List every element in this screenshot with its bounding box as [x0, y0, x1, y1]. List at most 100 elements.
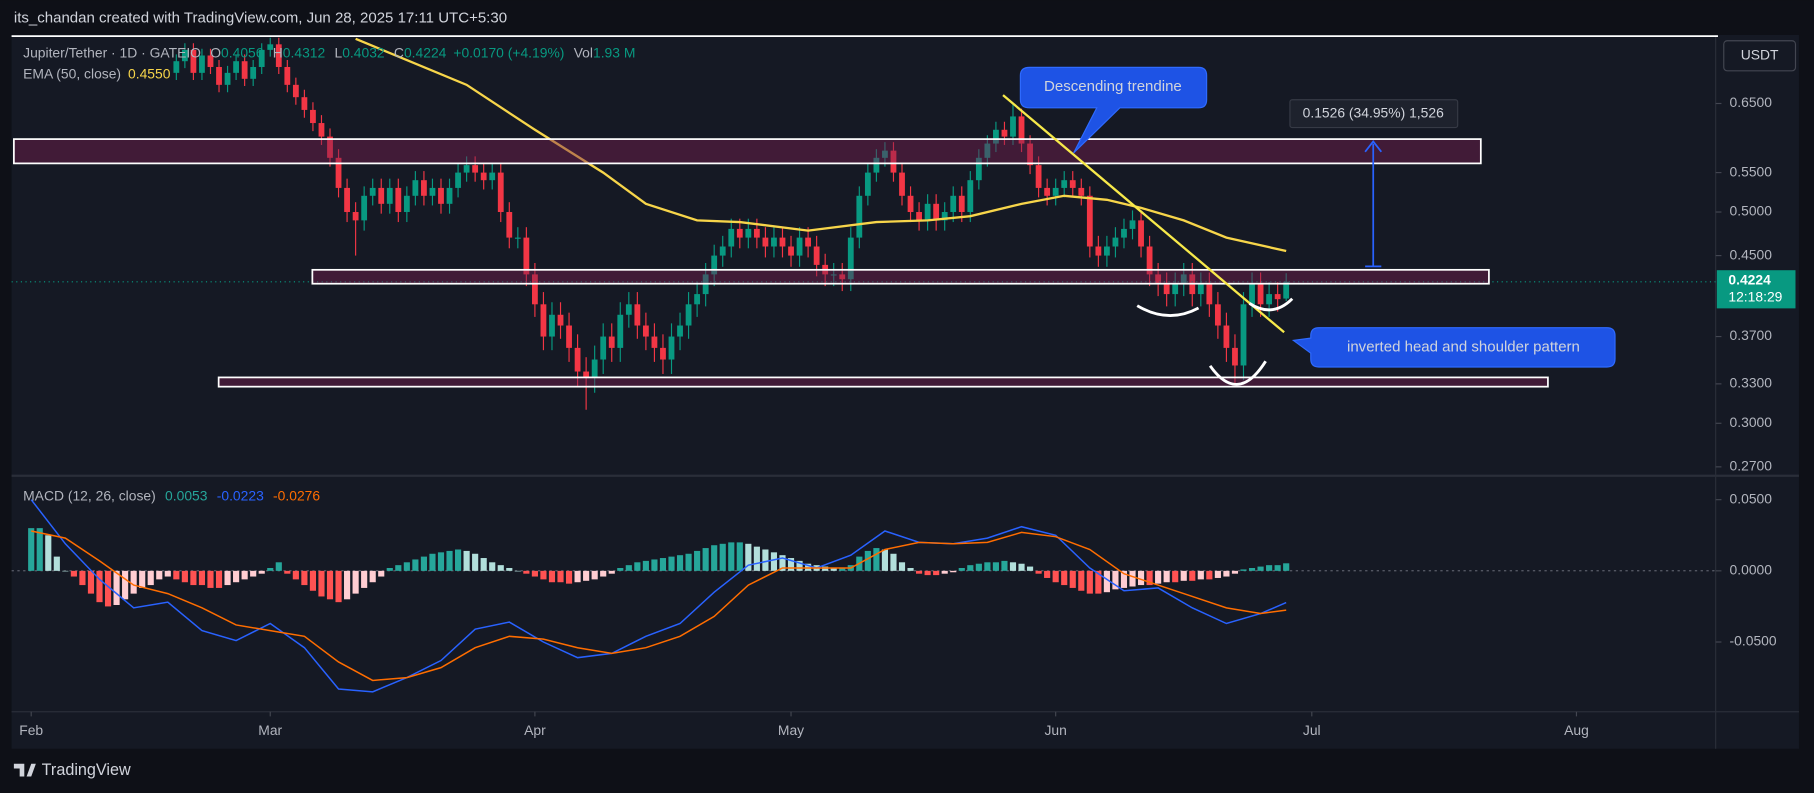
histogram-bar	[1214, 570, 1221, 578]
candle-body	[924, 203, 931, 221]
histogram-bar	[1197, 570, 1204, 580]
candle-body	[1001, 129, 1008, 137]
x-tick-label: Jun	[1044, 722, 1066, 738]
symbol-title: Jupiter/Tether · 1D · GATEIO	[23, 44, 201, 60]
histogram-bar	[198, 570, 206, 586]
histogram-bar	[839, 567, 846, 571]
candle-body	[361, 195, 368, 221]
histogram-bar	[53, 556, 60, 571]
histogram-bar	[762, 549, 769, 571]
histogram-bar	[1146, 570, 1153, 586]
candle-body	[352, 212, 359, 221]
histogram-bar	[326, 570, 334, 600]
candle-body	[506, 212, 513, 238]
histogram-bar	[1223, 570, 1230, 577]
macd-value: -0.0276	[273, 487, 320, 503]
candle-body	[327, 136, 333, 158]
ema-name: EMA (50, close)	[23, 65, 121, 81]
candle-body	[728, 228, 735, 247]
candle-body	[318, 123, 325, 137]
histogram-bar	[446, 550, 453, 571]
macd-value: -0.0223	[217, 487, 264, 503]
ohlc-value: 0.4056	[221, 44, 264, 60]
x-tick-label: Aug	[1564, 722, 1589, 738]
histogram-bar	[173, 570, 180, 580]
candle-body	[446, 187, 453, 204]
candle-body	[677, 325, 683, 337]
candle-body	[839, 274, 846, 280]
histogram-bar	[668, 556, 675, 571]
candle-body	[890, 150, 897, 173]
ema-line	[355, 37, 1287, 253]
histogram-bar	[1163, 570, 1170, 583]
histogram-bar	[215, 570, 223, 588]
histogram-bar	[583, 570, 590, 581]
histogram-bar	[745, 543, 752, 571]
candle-body	[941, 212, 948, 221]
y-tick-label: 0.3000	[1730, 414, 1773, 430]
candle-body	[736, 228, 743, 238]
histogram-bar	[1189, 570, 1196, 581]
candle-body	[403, 195, 410, 213]
histogram-bar	[139, 570, 146, 588]
candle-body	[907, 195, 914, 213]
histogram-bar	[267, 567, 274, 571]
histogram-bar	[437, 552, 445, 571]
y-tick-label: 0.5000	[1730, 203, 1773, 219]
candle-body	[523, 237, 530, 275]
histogram-bar	[975, 563, 982, 571]
histogram-bar	[540, 570, 547, 580]
histogram-bar	[1137, 570, 1145, 586]
candle-body	[745, 228, 752, 238]
candle-body	[497, 172, 504, 213]
candle-body	[224, 72, 231, 85]
histogram-bar	[233, 570, 240, 583]
histogram-bar	[1035, 570, 1042, 574]
candle-body	[625, 304, 632, 315]
candle-body	[608, 336, 615, 348]
histogram-bar	[1283, 563, 1290, 571]
histogram-bar	[258, 570, 265, 574]
histogram-bar	[147, 570, 154, 586]
candle-body	[1163, 284, 1170, 295]
candle-body	[1283, 281, 1290, 299]
candle-body	[847, 237, 854, 280]
histogram-bar	[1026, 566, 1034, 571]
change-value: +0.0170 (+4.19%)	[453, 44, 564, 60]
histogram-bar	[711, 545, 718, 571]
candle-body	[1121, 228, 1127, 238]
histogram-bar	[292, 570, 299, 580]
x-tick-label: Apr	[524, 722, 546, 738]
candle-body	[856, 195, 863, 238]
histogram-bar	[1274, 565, 1281, 571]
histogram-bar	[1248, 567, 1256, 571]
candle-body	[1146, 246, 1153, 275]
candle-body	[344, 187, 350, 213]
candle-body	[617, 314, 624, 348]
histogram-bar	[916, 570, 923, 574]
histogram-bar	[284, 570, 291, 574]
histogram-bar	[378, 570, 385, 577]
histogram-bar	[753, 546, 760, 571]
drawings: 0.1526 (34.95%) 1,526 Descending trendin…	[11, 35, 1718, 388]
x-tick-label: Jul	[1303, 722, 1321, 738]
currency-button[interactable]	[1723, 40, 1797, 72]
currency-label[interactable]: USDT	[1741, 46, 1779, 62]
candle-body	[284, 66, 291, 85]
histogram-bar	[625, 565, 632, 571]
histogram-bar	[87, 570, 95, 594]
candle-body	[199, 55, 205, 73]
histogram-bar	[591, 570, 598, 580]
candle-body	[421, 180, 427, 196]
histogram-bar	[369, 570, 376, 583]
candle-body	[1069, 180, 1076, 188]
candle-body	[1240, 304, 1247, 366]
histogram-bar	[565, 570, 573, 584]
histogram-bar	[967, 565, 974, 571]
header-text: its_chandan created with TradingView.com…	[14, 10, 507, 27]
histogram-bar	[275, 562, 282, 571]
histogram-bar	[241, 570, 248, 580]
histogram-bar	[1086, 570, 1093, 594]
histogram-bar	[1266, 565, 1273, 571]
